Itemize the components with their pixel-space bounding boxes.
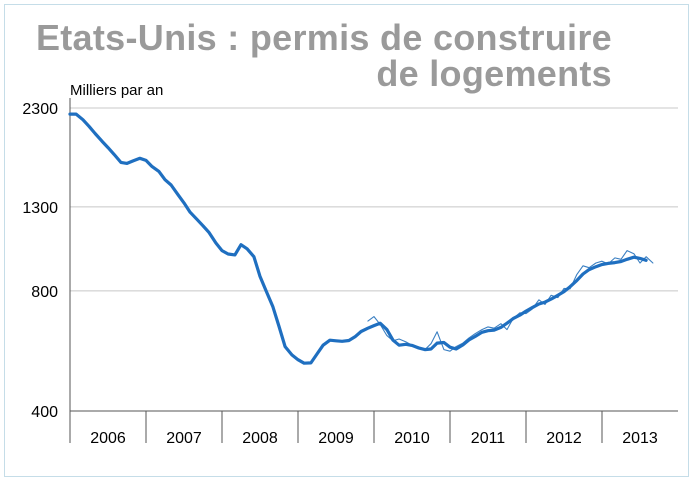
grid-lines [70, 107, 678, 412]
x-tick-label-2011: 2011 [471, 430, 506, 447]
y-tick-label-1300: 1300 [22, 200, 58, 217]
y-axis-unit-label: Milliers par an [70, 82, 163, 99]
y-tick-label-400: 400 [31, 404, 58, 421]
x-tick-label-2008: 2008 [242, 430, 278, 447]
x-tick-label-2012: 2012 [546, 430, 582, 447]
chart-title-line-2: de logements [376, 53, 612, 94]
x-tick-label-2006: 2006 [90, 430, 126, 447]
y-tick-label-800: 800 [31, 284, 58, 301]
x-tick-label-2013: 2013 [622, 430, 658, 447]
x-tick-label-2009: 2009 [318, 430, 354, 447]
y-tick-label-2300: 2300 [22, 101, 58, 118]
series-line-thick [68, 112, 648, 365]
y-axis-ticks: 400 800 1300 2300 [22, 101, 58, 421]
x-axis: 2006 2007 2008 2009 2010 2011 2012 2013 [69, 98, 658, 447]
x-tick-label-2010: 2010 [394, 430, 430, 447]
chart-title-line-1: Etats-Unis : permis de construire [35, 17, 612, 58]
x-tick-label-2007: 2007 [166, 430, 202, 447]
chart-frame: Etats-Unis : permis de construire de log… [4, 4, 689, 477]
data-series [68, 112, 654, 365]
series-line-thin [367, 250, 654, 352]
